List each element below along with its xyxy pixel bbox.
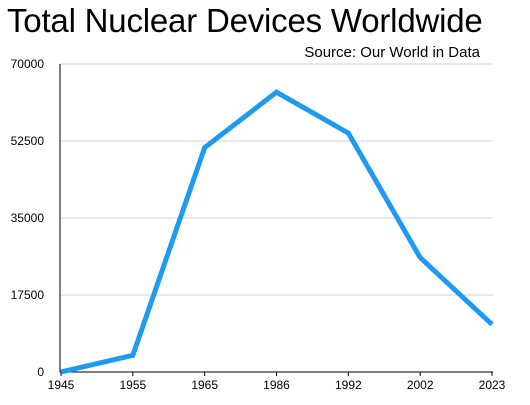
y-tick-label: 52500 xyxy=(11,134,45,148)
grid-lines xyxy=(60,63,493,296)
x-tick-label: 1945 xyxy=(48,378,75,392)
y-tick-label: 17500 xyxy=(11,288,45,302)
chart-subtitle: Source: Our World in Data xyxy=(304,44,480,61)
y-tick-label: 35000 xyxy=(11,211,45,225)
x-tick-label: 2023 xyxy=(479,378,506,392)
series-line xyxy=(60,89,494,375)
y-tick-label: 0 xyxy=(37,365,44,379)
x-tick-label: 1986 xyxy=(263,378,290,392)
chart-title: Total Nuclear Devices Worldwide xyxy=(7,2,483,39)
x-tick-labels: 1945 1955 1965 1986 1992 2002 2023 xyxy=(48,372,506,392)
x-tick-label: 1992 xyxy=(335,378,362,392)
x-tick-label: 1965 xyxy=(191,378,218,392)
y-tick-labels: 0 17500 35000 52500 70000 xyxy=(11,57,45,379)
y-tick-label: 70000 xyxy=(11,57,45,71)
x-tick-label: 1955 xyxy=(119,378,146,392)
x-tick-label: 2002 xyxy=(407,378,434,392)
series-lines xyxy=(60,89,494,375)
